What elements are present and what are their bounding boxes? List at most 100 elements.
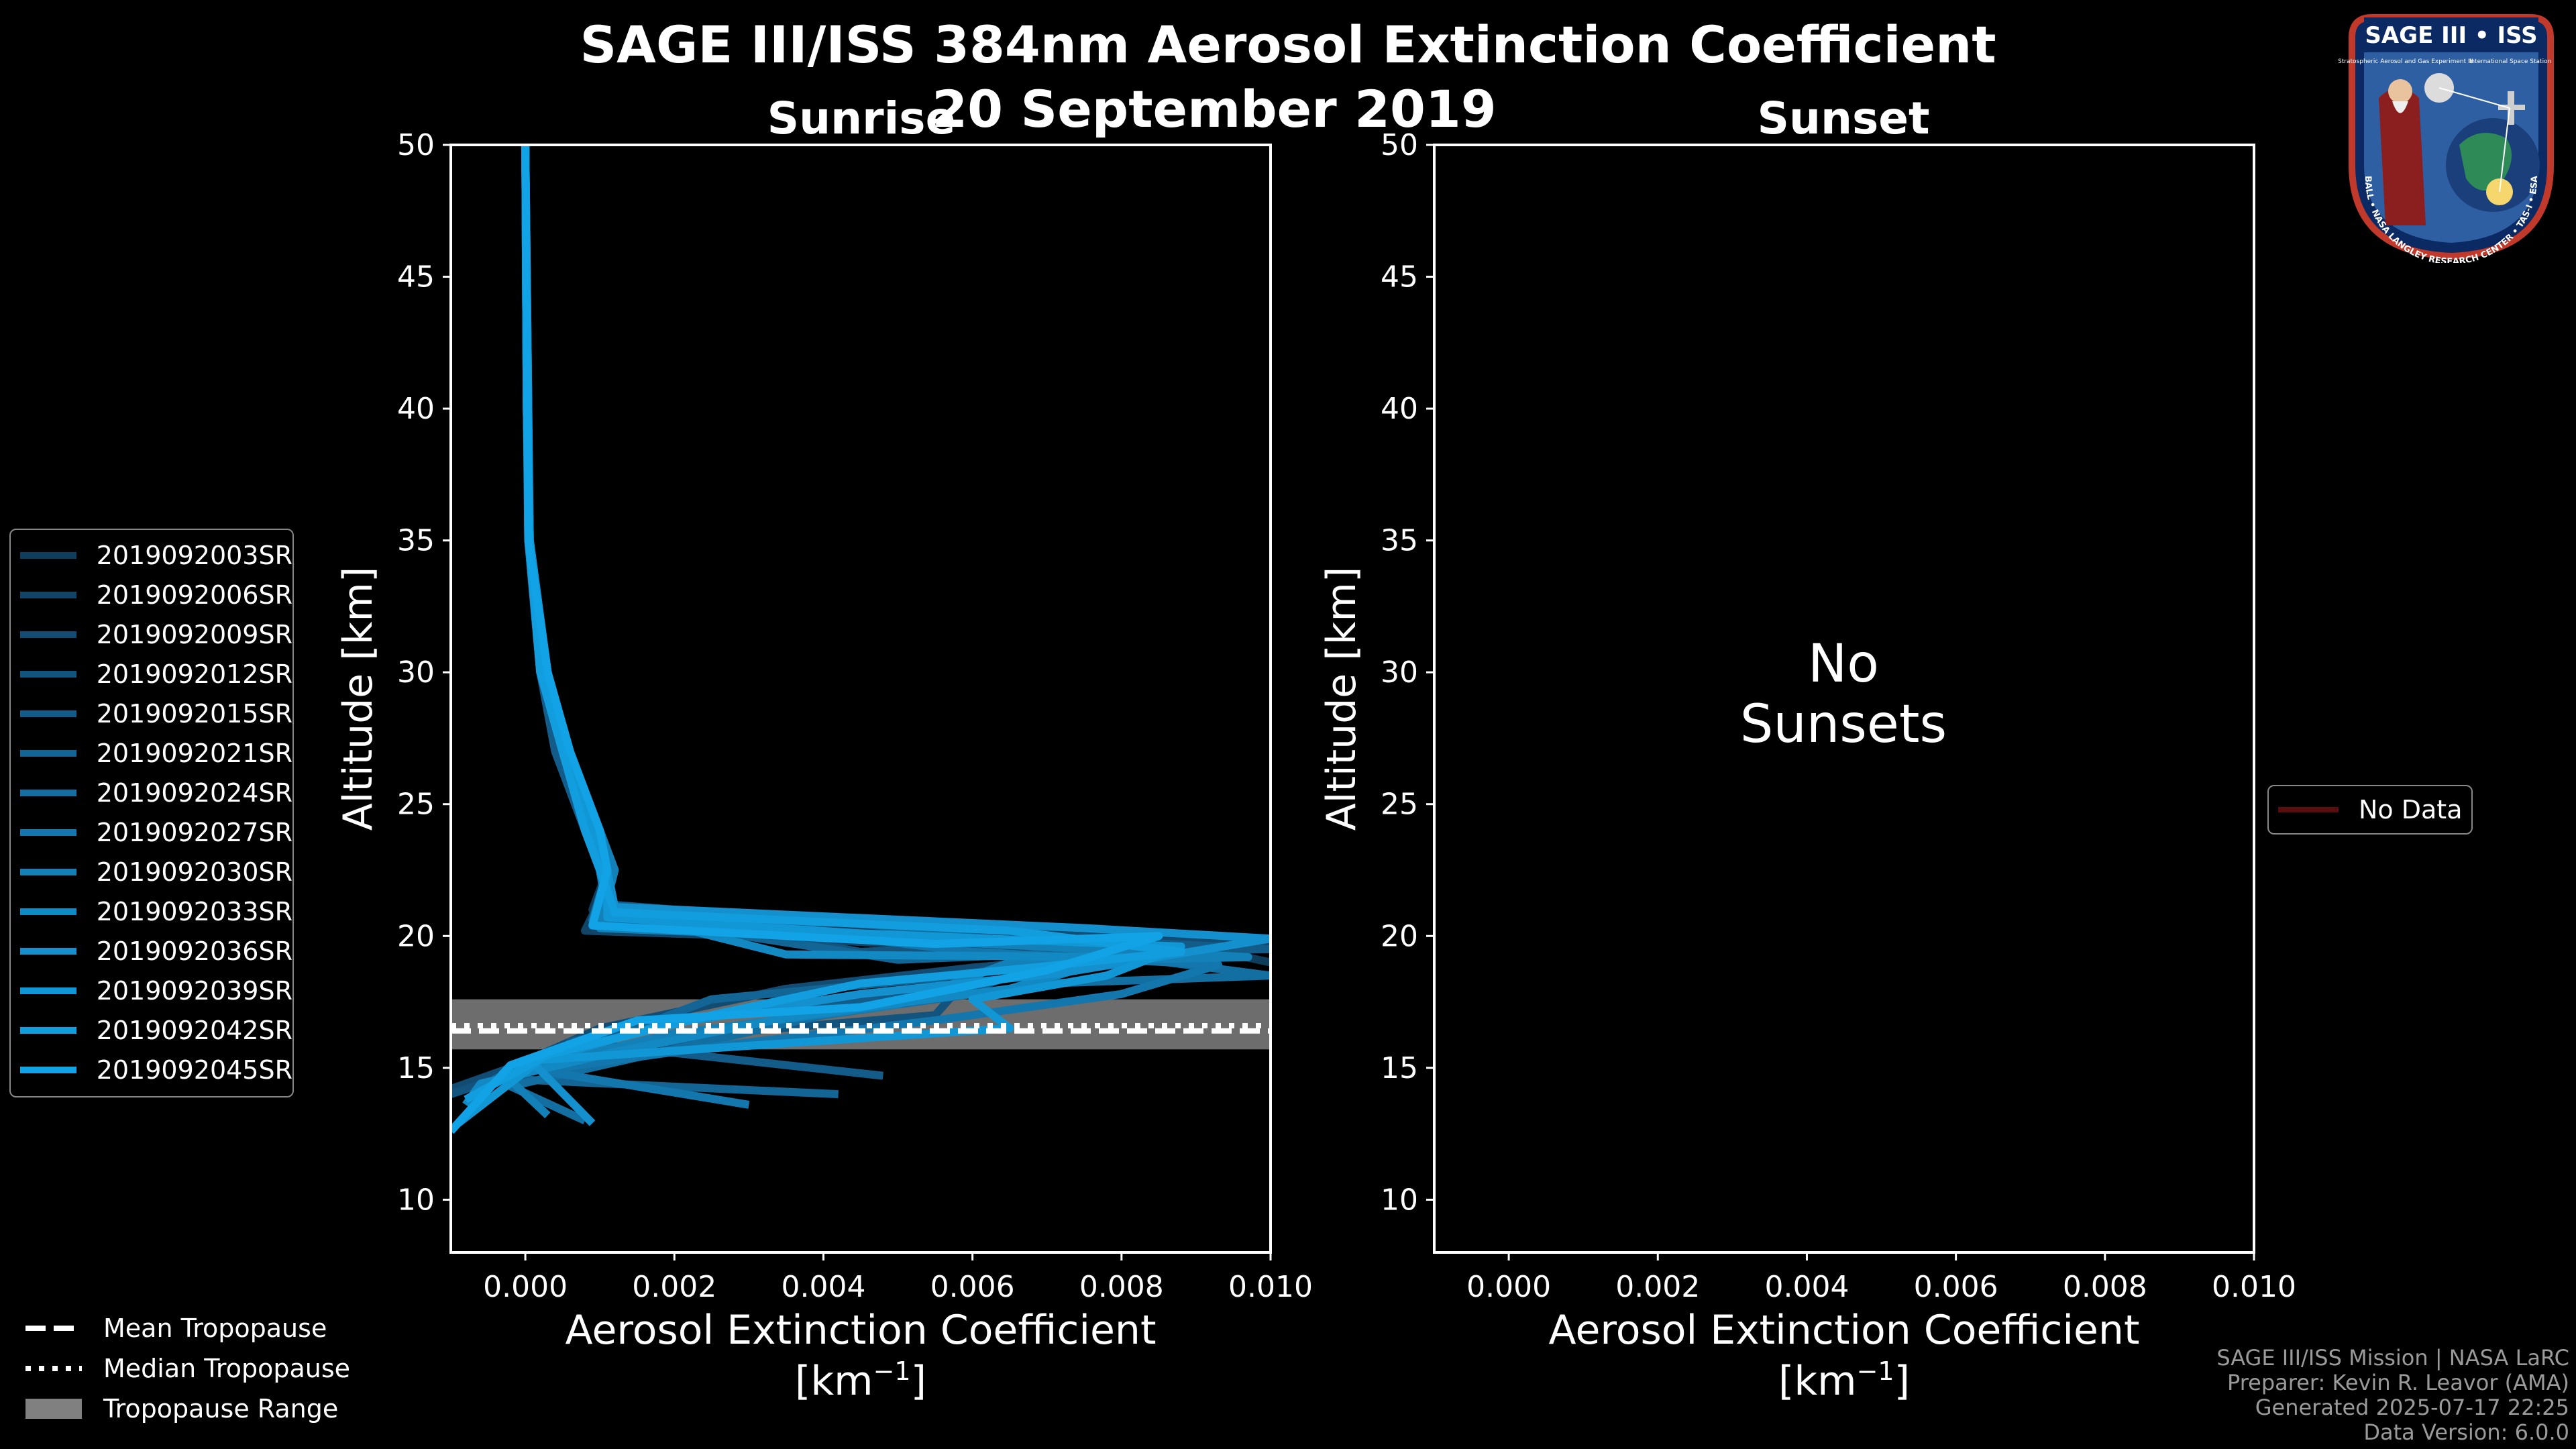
legend-item: 2019092030SR	[11, 852, 292, 892]
sunrise-ytick-label-20: 20	[397, 919, 435, 953]
legend-label: 2019092021SR	[96, 738, 292, 768]
sunrise-series-2019092039SR	[455, 145, 1185, 1127]
mean-tropopause-swatch	[25, 1326, 82, 1331]
sunset-xtick-label-1: 0.002	[1615, 1270, 1700, 1304]
credit-line-2: Preparer: Kevin R. Leavor (AMA)	[2226, 1370, 2569, 1395]
tropopause-range-swatch	[25, 1399, 82, 1419]
sunset-xtick-label-5: 0.010	[2212, 1270, 2296, 1304]
no-sunsets-line-2: Sunsets	[1739, 694, 1947, 755]
sunset-axes-frame	[1433, 144, 2255, 1254]
sunset-ylabel: Altitude [km]	[1318, 567, 1365, 831]
legend-label: 2019092024SR	[96, 777, 292, 808]
legend-item: 2019092024SR	[11, 773, 292, 812]
legend-item: 2019092042SR	[11, 1010, 292, 1050]
sunset-legend: No Data	[2267, 785, 2473, 835]
sunrise-ytick-label-45: 45	[397, 260, 435, 294]
legend-swatch	[20, 670, 76, 678]
legend-label: 2019092033SR	[96, 896, 292, 926]
sunset-ytick-label-15: 15	[1381, 1051, 1418, 1085]
legend-label: 2019092039SR	[96, 975, 292, 1006]
sunrise-series-2019092006SR	[521, 145, 1271, 956]
credit-line-1: SAGE III/ISS Mission | NASA LaRC	[2216, 1345, 2569, 1371]
median-tropopause-label: Median Tropopause	[103, 1354, 350, 1383]
legend-swatch	[20, 1026, 76, 1034]
legend-swatch	[20, 947, 76, 955]
logo-title: SAGE III • ISS	[2365, 22, 2537, 49]
sunset-ytick-label-20: 20	[1381, 919, 1418, 953]
sunset-xtick-label-4: 0.008	[2063, 1270, 2147, 1304]
credit-line-3: Generated 2025-07-17 22:25	[2255, 1395, 2569, 1420]
legend-label: 2019092030SR	[96, 857, 292, 887]
credits: SAGE III/ISS Mission | NASA LaRC Prepare…	[2216, 1346, 2569, 1445]
sunrise-ytick-label-30: 30	[397, 655, 435, 690]
legend-label: 2019092042SR	[96, 1015, 292, 1045]
legend-item: 2019092006SR	[11, 575, 292, 614]
sunrise-ytick-label-10: 10	[397, 1183, 435, 1217]
legend-swatch	[20, 987, 76, 994]
sunrise-xtick-label-3: 0.006	[930, 1270, 1015, 1304]
sunset-ytick-label-50: 50	[1381, 128, 1418, 162]
legend-label: 2019092036SR	[96, 936, 292, 966]
logo-sub-left: Stratospheric Aerosol and Gas Experiment…	[2339, 58, 2473, 65]
sunset-ytick-label-25: 25	[1381, 788, 1418, 822]
legend-item: 2019092015SR	[11, 694, 292, 733]
legend-item: 2019092009SR	[11, 614, 292, 654]
legend-item: 2019092036SR	[11, 931, 292, 971]
legend-swatch	[20, 828, 76, 836]
sunset-xtick-label-2: 0.004	[1764, 1270, 1849, 1304]
legend-label: 2019092015SR	[96, 698, 292, 729]
sunset-panel-title: Sunset	[1757, 93, 1930, 144]
legend-swatch	[20, 749, 76, 757]
legend-label: 2019092027SR	[96, 817, 292, 847]
sunrise-series-2019092030SR	[498, 145, 1252, 1118]
sunrise-xlabel: Aerosol Extinction Coefficient	[566, 1307, 1157, 1354]
legend-swatch	[20, 551, 76, 559]
sunset-ytick-label-30: 30	[1381, 655, 1418, 690]
sage-iii-iss-logo: SAGE III • ISS Stratospheric Aerosol and…	[2338, 11, 2564, 267]
sunrise-xtick-label-5: 0.010	[1228, 1270, 1313, 1304]
sunrise-xtick-label-1: 0.002	[632, 1270, 716, 1304]
sunrise-legend: 2019092003SR 2019092006SR 2019092009SR 2019…	[9, 529, 294, 1097]
no-data-label: No Data	[2359, 795, 2463, 824]
chart-title: SAGE III/ISS 384nm Aerosol Extinction Co…	[580, 15, 1996, 74]
median-tropopause-swatch	[25, 1366, 82, 1371]
sunrise-xtick-label-4: 0.008	[1079, 1270, 1164, 1304]
legend-swatch	[20, 868, 76, 875]
sunrise-ytick-label-25: 25	[397, 788, 435, 822]
sunrise-xtick-label-0: 0.000	[483, 1270, 568, 1304]
sunrise-axes-frame	[449, 144, 1272, 1254]
sunset-xlabel: Aerosol Extinction Coefficient	[1549, 1307, 2140, 1354]
credit-line-4: Data Version: 6.0.0	[2363, 1419, 2569, 1445]
legend-swatch	[20, 710, 76, 717]
mean-tropopause-label: Mean Tropopause	[103, 1313, 327, 1343]
chart-date: 20 September 2019	[932, 79, 1497, 139]
sunrise-series-2019092045SR	[451, 145, 1163, 1134]
legend-swatch	[20, 631, 76, 638]
sunset-xtick-label-3: 0.006	[1914, 1270, 1998, 1304]
logo-sub-right: International Space Station	[2469, 58, 2552, 65]
sunset-ytick-label-35: 35	[1381, 524, 1418, 558]
sunrise-xlabel-unit: [km−1]	[795, 1356, 926, 1405]
no-sunsets-text: No Sunsets	[1642, 634, 2045, 755]
sunset-xtick-label-0: 0.000	[1466, 1270, 1551, 1304]
legend-swatch	[20, 789, 76, 796]
legend-item: 2019092045SR	[11, 1050, 292, 1089]
sunrise-panel-title: Sunrise	[767, 93, 956, 144]
sunset-ytick-label-10: 10	[1381, 1183, 1418, 1217]
legend-swatch	[20, 591, 76, 598]
tropopause-range-label: Tropopause Range	[103, 1394, 339, 1424]
legend-label: 2019092012SR	[96, 659, 292, 689]
legend-label: 2019092009SR	[96, 619, 292, 649]
tropopause-legend: Mean Tropopause Median Tropopause Tropop…	[25, 1308, 350, 1429]
legend-item: 2019092012SR	[11, 654, 292, 694]
sunrise-ytick-label-15: 15	[397, 1051, 435, 1085]
legend-swatch	[20, 908, 76, 915]
legend-item: 2019092027SR	[11, 812, 292, 852]
sunset-ytick-label-40: 40	[1381, 392, 1418, 426]
legend-label: 2019092045SR	[96, 1055, 292, 1085]
no-data-swatch	[2278, 807, 2339, 812]
sunrise-ylabel: Altitude [km]	[335, 567, 382, 831]
legend-item: 2019092033SR	[11, 892, 292, 931]
legend-item: 2019092003SR	[11, 535, 292, 575]
